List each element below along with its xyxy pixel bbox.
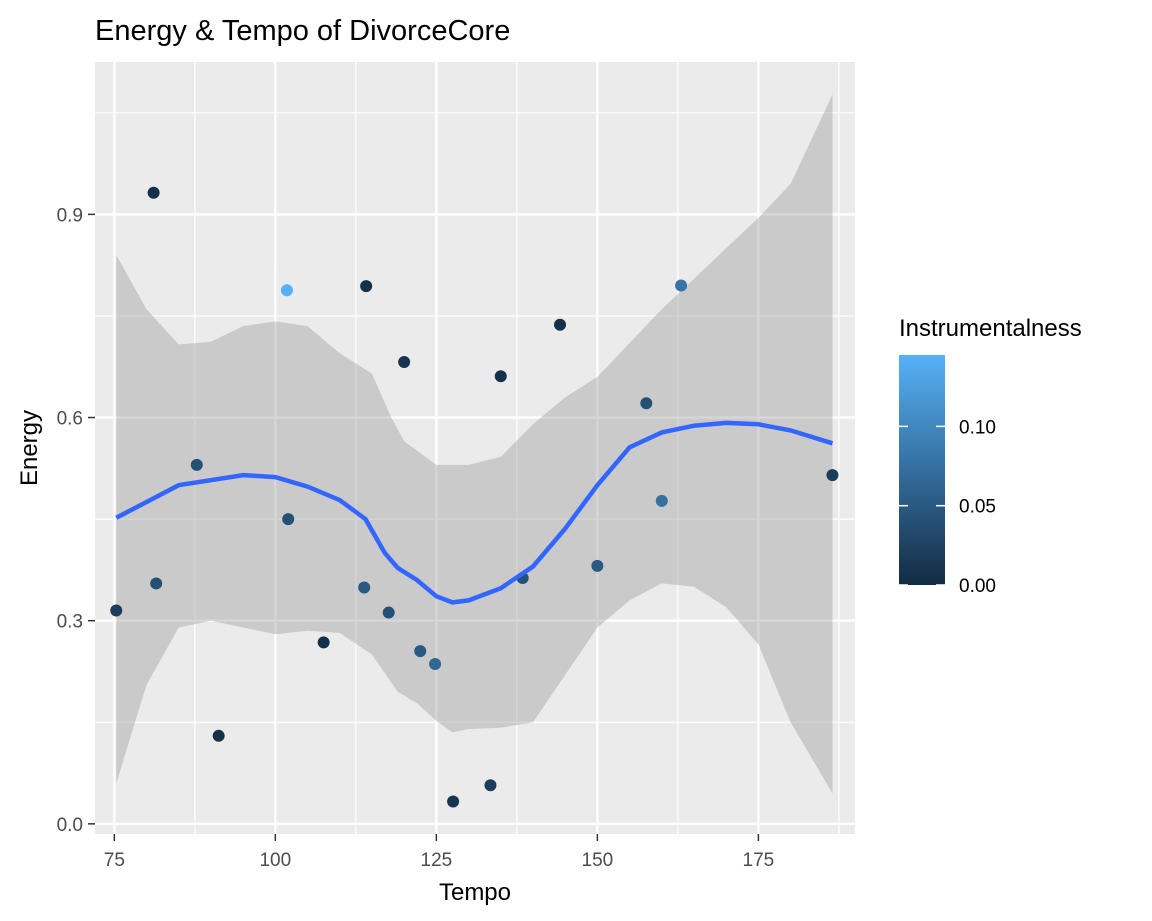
data-point: [554, 318, 567, 331]
data-point: [398, 355, 411, 368]
x-axis: 75 100 125 150 175: [104, 834, 774, 871]
data-point: [358, 581, 371, 594]
plot-panel: [95, 62, 855, 834]
x-tick-label: 175: [743, 850, 775, 871]
data-point: [150, 577, 163, 590]
data-point: [494, 370, 507, 383]
data-point: [317, 636, 330, 649]
x-tick-label: 125: [421, 850, 453, 871]
legend-ticks: 0.00 0.05 0.10: [899, 417, 996, 597]
y-tick-label: 0.0: [57, 815, 83, 836]
x-tick-label: 150: [582, 850, 614, 871]
y-axis-title: Energy: [16, 410, 43, 486]
data-point: [147, 186, 160, 199]
data-point: [429, 658, 442, 671]
data-point: [280, 284, 293, 297]
legend-tick-label: 0.05: [959, 497, 996, 518]
y-tick-label: 0.6: [57, 409, 83, 430]
data-point: [190, 458, 203, 471]
data-point: [484, 779, 497, 792]
data-point: [360, 280, 373, 293]
data-point: [110, 604, 123, 617]
grid-major: [95, 62, 855, 834]
data-point: [212, 729, 225, 742]
x-tick-label: 100: [259, 850, 291, 871]
data-point: [640, 397, 653, 410]
x-axis-title: Tempo: [439, 879, 511, 906]
grid-minor: [95, 62, 855, 834]
smooth-confidence-band: [116, 94, 833, 794]
smooth-line: [115, 420, 834, 605]
data-point: [826, 469, 839, 482]
legend-tick-label: 0.00: [959, 576, 996, 597]
data-point: [447, 795, 460, 808]
points-layer: [110, 186, 839, 808]
legend-colorbar: [899, 355, 945, 585]
data-point: [655, 494, 668, 507]
y-tick-label: 0.3: [57, 612, 83, 633]
legend: Instrumentalness 0.00 0.05 0.10: [899, 315, 1082, 597]
legend-title: Instrumentalness: [899, 315, 1082, 342]
chart-title: Energy & Tempo of DivorceCore: [95, 15, 510, 47]
data-point: [675, 279, 688, 292]
data-point: [591, 559, 604, 572]
data-point: [282, 513, 295, 526]
x-tick-label: 75: [104, 850, 125, 871]
y-tick-label: 0.9: [57, 205, 83, 226]
data-point: [414, 645, 427, 658]
legend-tick-label: 0.10: [959, 417, 996, 438]
data-point: [382, 606, 395, 619]
y-axis: 0.0 0.3 0.6 0.9: [57, 205, 95, 836]
